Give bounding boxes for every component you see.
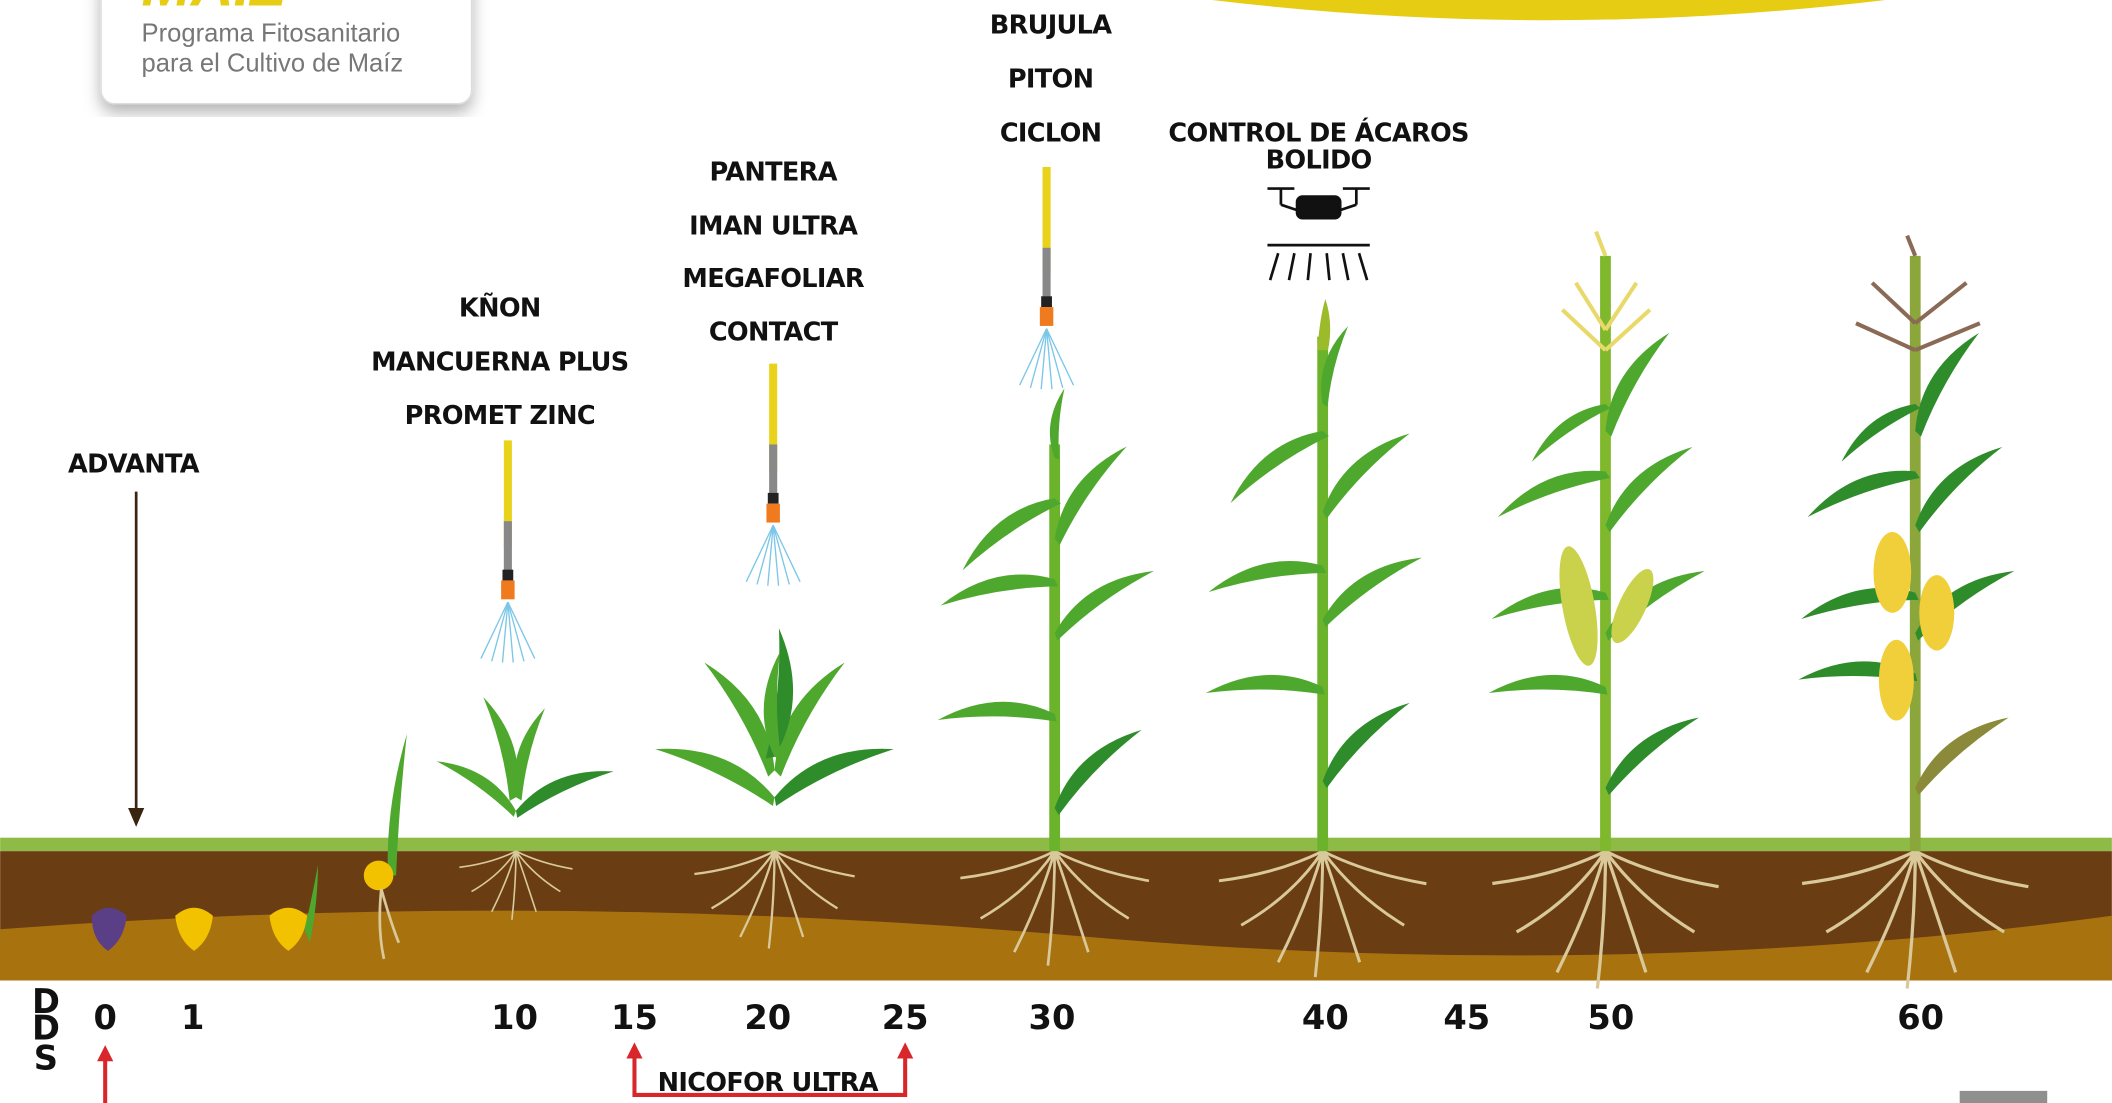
product-label: MANCUERNA PLUS (371, 347, 628, 377)
product-label: MEGAFOLIAR (682, 264, 864, 294)
product-label: PROMET ZINC (405, 401, 595, 431)
qr-code (1960, 1091, 2048, 1103)
axis-letter: S (34, 1038, 58, 1077)
product-label: KÑON (459, 293, 541, 323)
arrow-head (128, 808, 144, 827)
range-label: NICOFOR ULTRA (658, 1068, 879, 1098)
sprayer (1020, 167, 1074, 389)
product-label: CICLON (1000, 118, 1102, 148)
sprayer (746, 364, 800, 586)
day-label: 10 (491, 998, 538, 1037)
day-label: 0 (93, 998, 116, 1037)
product-label: ADVANTA (68, 450, 200, 480)
day-label: 45 (1443, 998, 1490, 1037)
drone-icon (1267, 189, 1369, 281)
product-label: IMAN ULTRA (689, 211, 858, 241)
infographic: MAÍZ Programa Fitosanitario para el Cult… (0, 0, 2112, 1103)
subtitle: Programa Fitosanitario (142, 20, 401, 48)
product-label: BRUJULA (990, 11, 1113, 41)
product-label: PANTERA (710, 157, 838, 187)
day-label: 40 (1302, 998, 1349, 1037)
day-label: 50 (1587, 998, 1634, 1037)
day-label: 25 (882, 998, 929, 1037)
product-label: BOLIDO (1266, 145, 1372, 175)
day-label: 15 (611, 998, 658, 1037)
sprayer (481, 440, 535, 662)
arrow-heads (97, 1042, 913, 1061)
product-label: CONTACT (709, 318, 839, 348)
day-label: 60 (1897, 998, 1944, 1037)
banner (1212, 0, 1885, 20)
day-label: 30 (1029, 998, 1076, 1037)
brand: MAÍZ (142, 0, 290, 18)
product-label: PITON (1008, 65, 1093, 95)
subtitle: para el Cultivo de Maíz (142, 49, 404, 77)
day-label: 1 (181, 998, 204, 1037)
product-label: CONTROL DE ÁCAROS (1168, 118, 1468, 148)
day-label: 20 (744, 998, 791, 1037)
